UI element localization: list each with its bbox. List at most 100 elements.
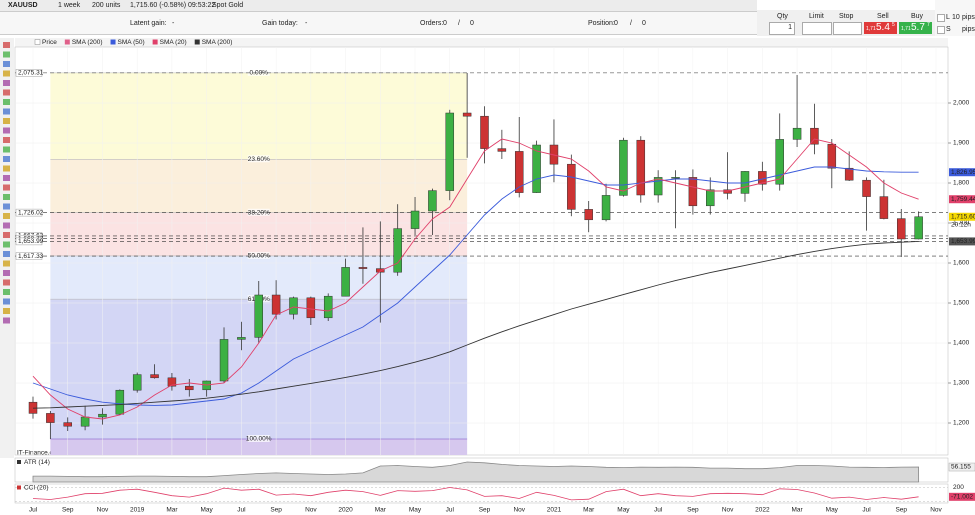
units[interactable]: 200 units: [92, 2, 121, 9]
candle-body: [497, 148, 507, 152]
orders-open: 0: [443, 20, 447, 27]
level-label: 1,726.02: [18, 209, 44, 216]
tool-icon: [3, 184, 10, 191]
tool-icon: [3, 118, 10, 124]
buy-prefix: 1,71: [901, 26, 911, 32]
candle-body: [80, 416, 90, 427]
orders-sep: /: [458, 20, 460, 27]
tool-icon: [3, 251, 10, 257]
level-label-bg: [15, 237, 43, 246]
x-tick-label: Nov: [305, 507, 317, 514]
tool-icon: [3, 317, 10, 324]
candle-body: [584, 209, 593, 221]
x-tick-label: 2019: [130, 507, 145, 514]
sma-line: [32, 166, 919, 406]
candle-body: [410, 210, 420, 229]
sell-small: 5: [892, 22, 895, 28]
tool-icon: [3, 279, 10, 286]
x-tick-label: 2021: [547, 507, 562, 514]
price-label-bg: [949, 168, 975, 177]
candle-body: [792, 127, 802, 140]
limit-input[interactable]: [802, 22, 832, 35]
x-tick-label: Jul: [862, 507, 871, 514]
symbol[interactable]: XAUUSD: [8, 2, 38, 9]
period[interactable]: 1 week: [58, 2, 81, 9]
level-label: 1,653.99: [18, 238, 44, 245]
candle-body: [341, 267, 350, 297]
legend-label: SMA (50): [118, 39, 145, 46]
tool-icon: [3, 260, 10, 267]
orders-label: Orders:: [420, 20, 444, 27]
x-tick-label: Mar: [583, 507, 595, 514]
level-label-bg: [15, 252, 43, 260]
tool-icon: [3, 203, 10, 210]
candle-body: [601, 195, 611, 221]
candle-body: [619, 139, 628, 196]
buy-button[interactable]: 1,71 5.7 7: [899, 22, 932, 34]
stop-input[interactable]: [833, 22, 862, 35]
fib-label-bg: [247, 435, 270, 442]
sell-big: 5.4: [876, 22, 890, 33]
cci-panel: [14, 483, 949, 504]
tool-icon: [3, 61, 10, 67]
tool-icon: [3, 165, 10, 172]
tool-icon: [3, 108, 10, 115]
candle-body: [514, 151, 524, 193]
y-tick-label: 2,000: [953, 100, 970, 107]
tool-icon: [3, 80, 10, 86]
y-tick-label: 1,500: [953, 300, 970, 307]
candle-body: [254, 294, 263, 338]
qty-input[interactable]: 1: [769, 22, 795, 35]
order-panel: Qty 1 Limit Stop Sell 1,71 5.4 5 Buy 1,7…: [757, 10, 935, 36]
candle-body: [723, 189, 732, 194]
sell-prefix: 1,71: [866, 26, 876, 32]
legend-swatch: [34, 39, 41, 45]
tool-icon: [3, 270, 10, 276]
level-label-bg: [15, 69, 43, 77]
price-label: 1,826.95: [951, 169, 975, 176]
level-label: 1,617.33: [18, 253, 44, 260]
fib-label: 23.60%: [248, 156, 270, 163]
cci-badge: [17, 485, 21, 490]
pips-label-2: pips: [962, 26, 975, 33]
pips-value: 10: [952, 14, 960, 21]
candle-body: [688, 177, 698, 207]
y-tick-label: 1,700: [953, 220, 970, 227]
price-label: 1,715.60: [951, 213, 975, 220]
x-tick-label: Nov: [513, 507, 525, 514]
stop-label: Stop: [839, 13, 854, 20]
sell-button[interactable]: 1,71 5.4 5: [864, 22, 897, 34]
candle-body: [862, 179, 871, 197]
level-label-bg: [15, 208, 43, 217]
legend-swatch: [64, 39, 70, 45]
short-check[interactable]: [937, 26, 945, 34]
tool-icon: [3, 137, 10, 143]
candle-body: [46, 413, 55, 423]
candle-body: [306, 297, 316, 319]
long-check[interactable]: [937, 14, 945, 22]
tool-icon: [3, 289, 10, 295]
x-tick-label: Mar: [166, 507, 178, 514]
latent-gain: -: [172, 20, 175, 27]
candle-body: [428, 190, 437, 212]
candle-body: [775, 139, 784, 185]
x-tick-label: May: [826, 507, 839, 514]
pips-panel: L 10 pips S pips: [935, 0, 975, 36]
candle-body: [185, 385, 194, 391]
candle-body: [115, 389, 125, 415]
orders-pending: 0: [470, 20, 474, 27]
sma-line: [32, 138, 919, 420]
candle-body: [63, 422, 72, 427]
pips-label: pips: [962, 14, 975, 21]
candle-body: [671, 177, 680, 179]
price-label: 1,759.44: [951, 196, 975, 203]
atr-value-label: 56.155: [951, 464, 971, 471]
tool-icon: [3, 213, 10, 219]
position-sep: /: [630, 20, 632, 27]
candle-body: [567, 163, 576, 210]
x-tick-label: Sep: [62, 507, 74, 514]
x-tick-label: Jul: [29, 507, 38, 514]
candle-body: [289, 297, 298, 315]
quote: 1,715.60 (-0.58%) 09:53:22: [130, 2, 216, 9]
